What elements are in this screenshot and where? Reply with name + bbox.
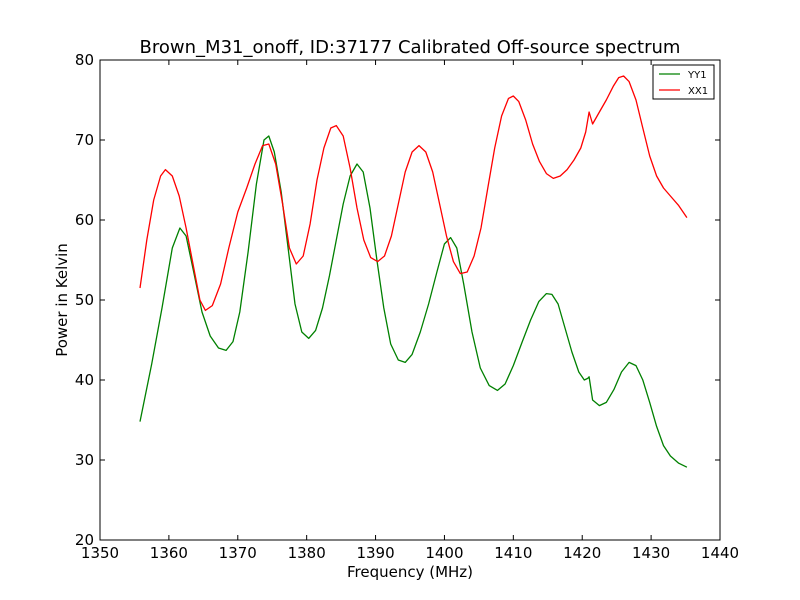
y-tick-label: 50 (75, 291, 94, 309)
x-tick-label: 1440 (701, 544, 739, 562)
x-tick-label: 1430 (632, 544, 670, 562)
x-tick-label: 1420 (563, 544, 601, 562)
x-tick-label: 1390 (356, 544, 394, 562)
chart-title: Brown_M31_onoff, ID:37177 Calibrated Off… (140, 37, 681, 58)
y-tick-label: 70 (75, 131, 94, 149)
legend-box (652, 64, 715, 100)
y-tick-label: 20 (75, 531, 94, 549)
y-tick-label: 60 (75, 211, 94, 229)
legend-label-yy1: YY1 (687, 70, 707, 81)
x-axis-label: Frequency (MHz) (347, 563, 473, 581)
legend-label-xx1: XX1 (688, 86, 708, 97)
y-axis-label: Power in Kelvin (53, 243, 71, 357)
y-tick-label: 30 (75, 451, 94, 469)
plot-border (99, 59, 721, 541)
y-tick-label: 40 (75, 371, 94, 389)
x-tick-label: 1360 (150, 544, 188, 562)
plot-area (100, 60, 720, 540)
series-line-yy1 (139, 135, 688, 468)
series-line-xx1 (139, 75, 688, 312)
x-tick-label: 1350 (81, 544, 119, 562)
x-tick-label: 1400 (425, 544, 463, 562)
x-tick-label: 1380 (288, 544, 326, 562)
ticks-layer: 1350 1360 1370 1380 1390 1400 1410 1420 1430 1440… (75, 51, 739, 562)
series-layer (139, 75, 688, 468)
x-tick-label: 1370 (219, 544, 257, 562)
y-tick-label: 80 (75, 51, 94, 69)
x-tick-label: 1410 (494, 544, 532, 562)
